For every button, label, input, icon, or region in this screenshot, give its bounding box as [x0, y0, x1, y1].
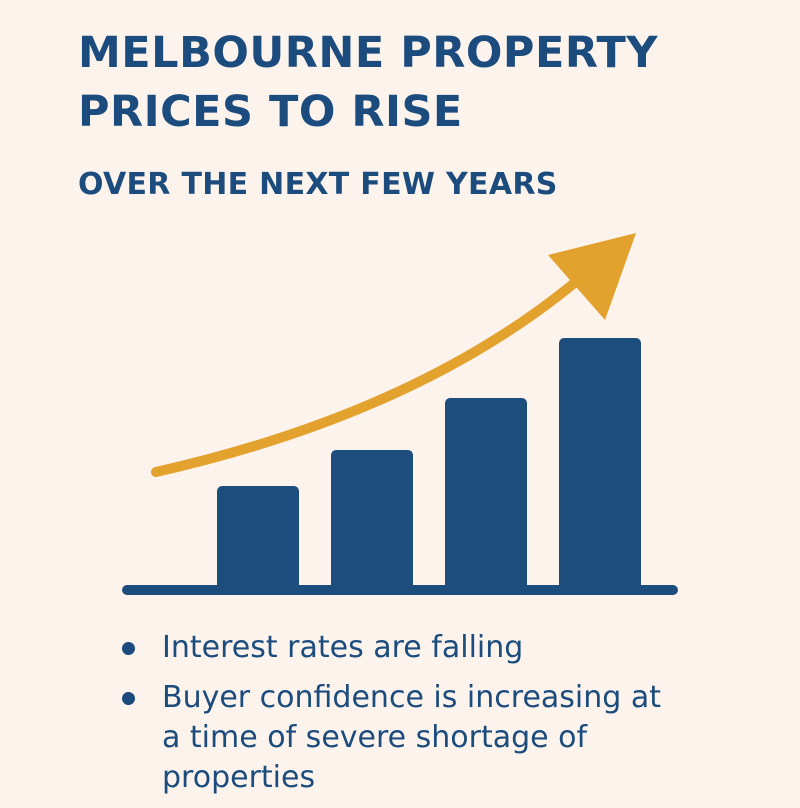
reason-text: Interest rates are falling — [162, 630, 524, 665]
trend-arrow-shaft — [151, 263, 597, 477]
reason-item: Interest rates are falling — [120, 628, 682, 668]
bars-layer — [217, 338, 641, 590]
bar-1 — [217, 486, 299, 590]
bar-2 — [331, 450, 413, 590]
chart-baseline — [122, 585, 678, 595]
subheadline: OVER THE NEXT FEW YEARS — [78, 167, 558, 202]
reason-text: Buyer confidence is increasing at a time… — [162, 680, 661, 795]
headline-line-2: PRICES TO RISE — [78, 87, 463, 137]
bar-4 — [559, 338, 641, 590]
bullet-dot-icon — [122, 642, 135, 655]
headline-line-1: MELBOURNE PROPERTY — [78, 28, 658, 78]
bar-3 — [445, 398, 527, 590]
bullet-dot-icon — [122, 692, 135, 705]
headline: MELBOURNE PROPERTY PRICES TO RISE — [78, 24, 658, 142]
reasons-list: Interest rates are falling Buyer confide… — [120, 628, 682, 808]
reason-item: Buyer confidence is increasing at a time… — [120, 678, 682, 798]
trend-arrow-head-icon — [548, 233, 636, 320]
